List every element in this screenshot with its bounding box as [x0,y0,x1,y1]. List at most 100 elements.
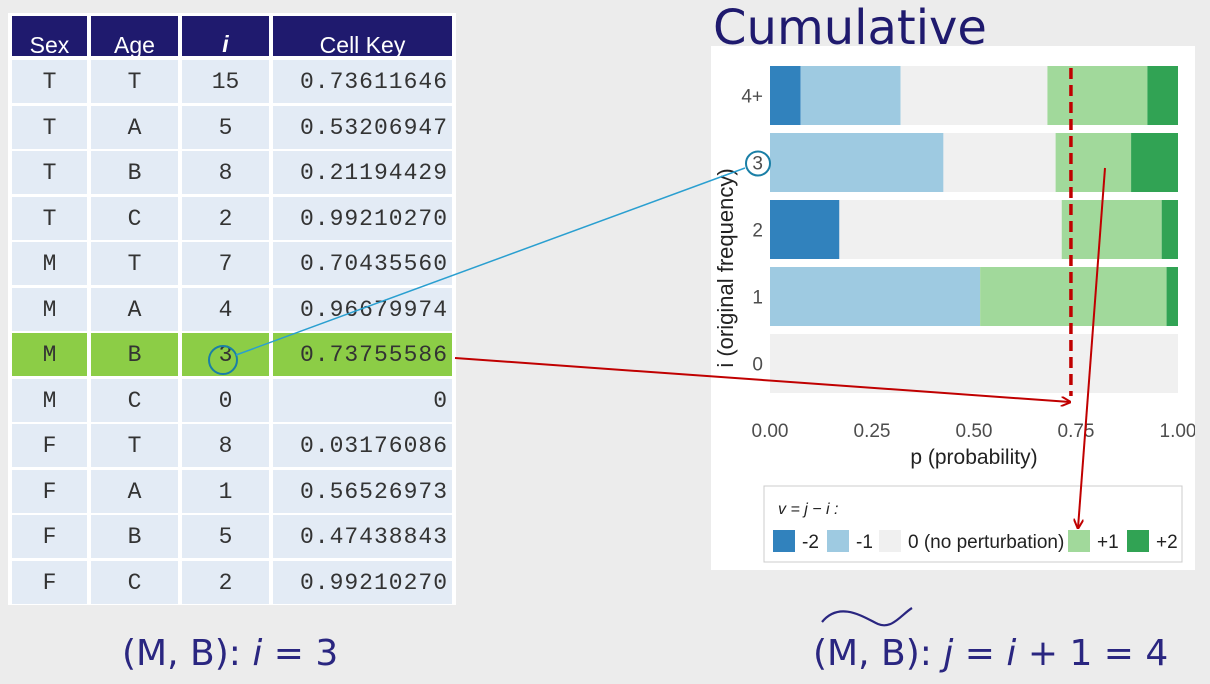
legend-label: -1 [856,532,873,553]
cell-cell-key: 0.47438843 [273,515,452,558]
cell-age: T [91,424,178,467]
y-tick-circle-marker [745,150,771,177]
stacked-bar-chart: 0 1 2 3 4+ 0.00 0.25 0.50 0.75 1.00 p (probability… [713,66,1196,563]
bar-segment [770,267,981,326]
table-row: M B 3 0.73755586 [12,333,452,376]
cell-age: A [91,287,178,331]
legend-swatch [1127,530,1149,552]
cell-sex: F [12,515,87,558]
cell-cell-key: 0.99210270 [273,196,452,240]
bar-segment [1131,133,1178,192]
table-row: F C 2 0.99210270 [12,560,452,604]
cell-sex: F [12,469,87,513]
bar-segment [980,267,1167,326]
cell-i: 5 [182,515,269,558]
cell-age: B [91,333,178,376]
legend-title: v = j − i : [778,501,838,518]
table-row: F B 5 0.47438843 [12,515,452,558]
y-axis-label: i (original frequency) [713,168,738,367]
cell-age: C [91,378,178,422]
cell-sex: F [12,560,87,604]
cell-i: 8 [182,151,269,194]
cell-i: 2 [182,196,269,240]
bar-segment [900,66,1048,125]
cell-age: C [91,560,178,604]
cell-key-table: Sex Age i Cell Key T T 15 0.73611646 T A 5 0.53… [8,13,456,605]
cell-sex: M [12,242,87,285]
x-tick-label: 0.00 [752,421,789,442]
table-row: F T 8 0.03176086 [12,424,452,467]
x-tick-label: 0.25 [854,421,891,442]
x-axis-label: p (probability) [910,446,1037,469]
cell-cell-key: 0 [273,378,452,422]
y-tick-label: 2 [752,221,763,242]
cell-i: 7 [182,242,269,285]
bar-segment [1166,267,1178,326]
cell-sex: M [12,333,87,376]
table-header: Sex Age i Cell Key [12,16,452,58]
bar-segment [1055,133,1132,192]
cell-age: T [91,60,178,103]
cell-sex: M [12,287,87,331]
cell-cell-key: 0.73611646 [273,60,452,103]
cell-sex: T [12,196,87,240]
cell-i: 1 [182,469,269,513]
chart-panel: 0 1 2 3 4+ 0.00 0.25 0.50 0.75 1.00 p (probability… [711,46,1196,570]
x-tick-label: 1.00 [1160,421,1195,442]
legend-swatch [773,530,795,552]
cell-i: 8 [182,424,269,467]
legend-label: +2 [1156,532,1178,553]
cell-cell-key: 0.03176086 [273,424,452,467]
cell-age: C [91,196,178,240]
table-row: T A 5 0.53206947 [12,105,452,149]
table-row: M A 4 0.96679974 [12,287,452,331]
cell-age: A [91,469,178,513]
tilde-accent [821,607,913,627]
bar-segment [839,200,1062,259]
table-row: F A 1 0.56526973 [12,469,452,513]
cell-age: A [91,105,178,149]
bar-segment [1047,66,1148,125]
x-tick-label: 0.50 [956,421,993,442]
legend-label: +1 [1097,532,1119,553]
y-tick-label: 1 [752,288,763,309]
cell-sex: M [12,378,87,422]
legend-label: 0 (no perturbation) [908,532,1064,553]
y-tick-label: 4+ [741,87,763,108]
legend-swatch [827,530,849,552]
bar-segment [943,133,1056,192]
caption-right: (M, B): j = i + 1 = 4 [813,633,1169,674]
cell-age: B [91,151,178,194]
y-tick-label: 0 [752,355,763,376]
table-row: T B 8 0.21194429 [12,151,452,194]
bar-segment [800,66,901,125]
bar-segment [770,66,801,125]
legend-swatch [879,530,901,552]
x-tick-label: 0.75 [1058,421,1095,442]
cell-cell-key: 0.96679974 [273,287,452,331]
table-row: T T 15 0.73611646 [12,60,452,103]
table-row: M T 7 0.70435560 [12,242,452,285]
cell-sex: T [12,105,87,149]
cell-i: 5 [182,105,269,149]
bar-segment [1161,200,1178,259]
bar-segment [770,200,840,259]
y-tick-label: 3 [752,154,763,175]
header-cell-key: Cell Key [273,16,452,58]
legend-label: -2 [802,532,819,553]
header-i: i [182,16,269,57]
cell-cell-key: 0.73755586 [273,333,452,376]
table-row: T C 2 0.99210270 [12,196,452,240]
bar-segment [770,334,1178,393]
cell-i: 3 [182,333,269,376]
cell-sex: F [12,424,87,467]
legend-swatch [1068,530,1090,552]
bar-segment [1061,200,1162,259]
caption-left: (M, B): i = 3 [122,633,339,674]
bar-segment [770,133,944,192]
cell-sex: T [12,151,87,194]
cell-i: 0 [182,378,269,422]
cell-cell-key: 0.21194429 [273,151,452,194]
header-age: Age [91,16,178,58]
